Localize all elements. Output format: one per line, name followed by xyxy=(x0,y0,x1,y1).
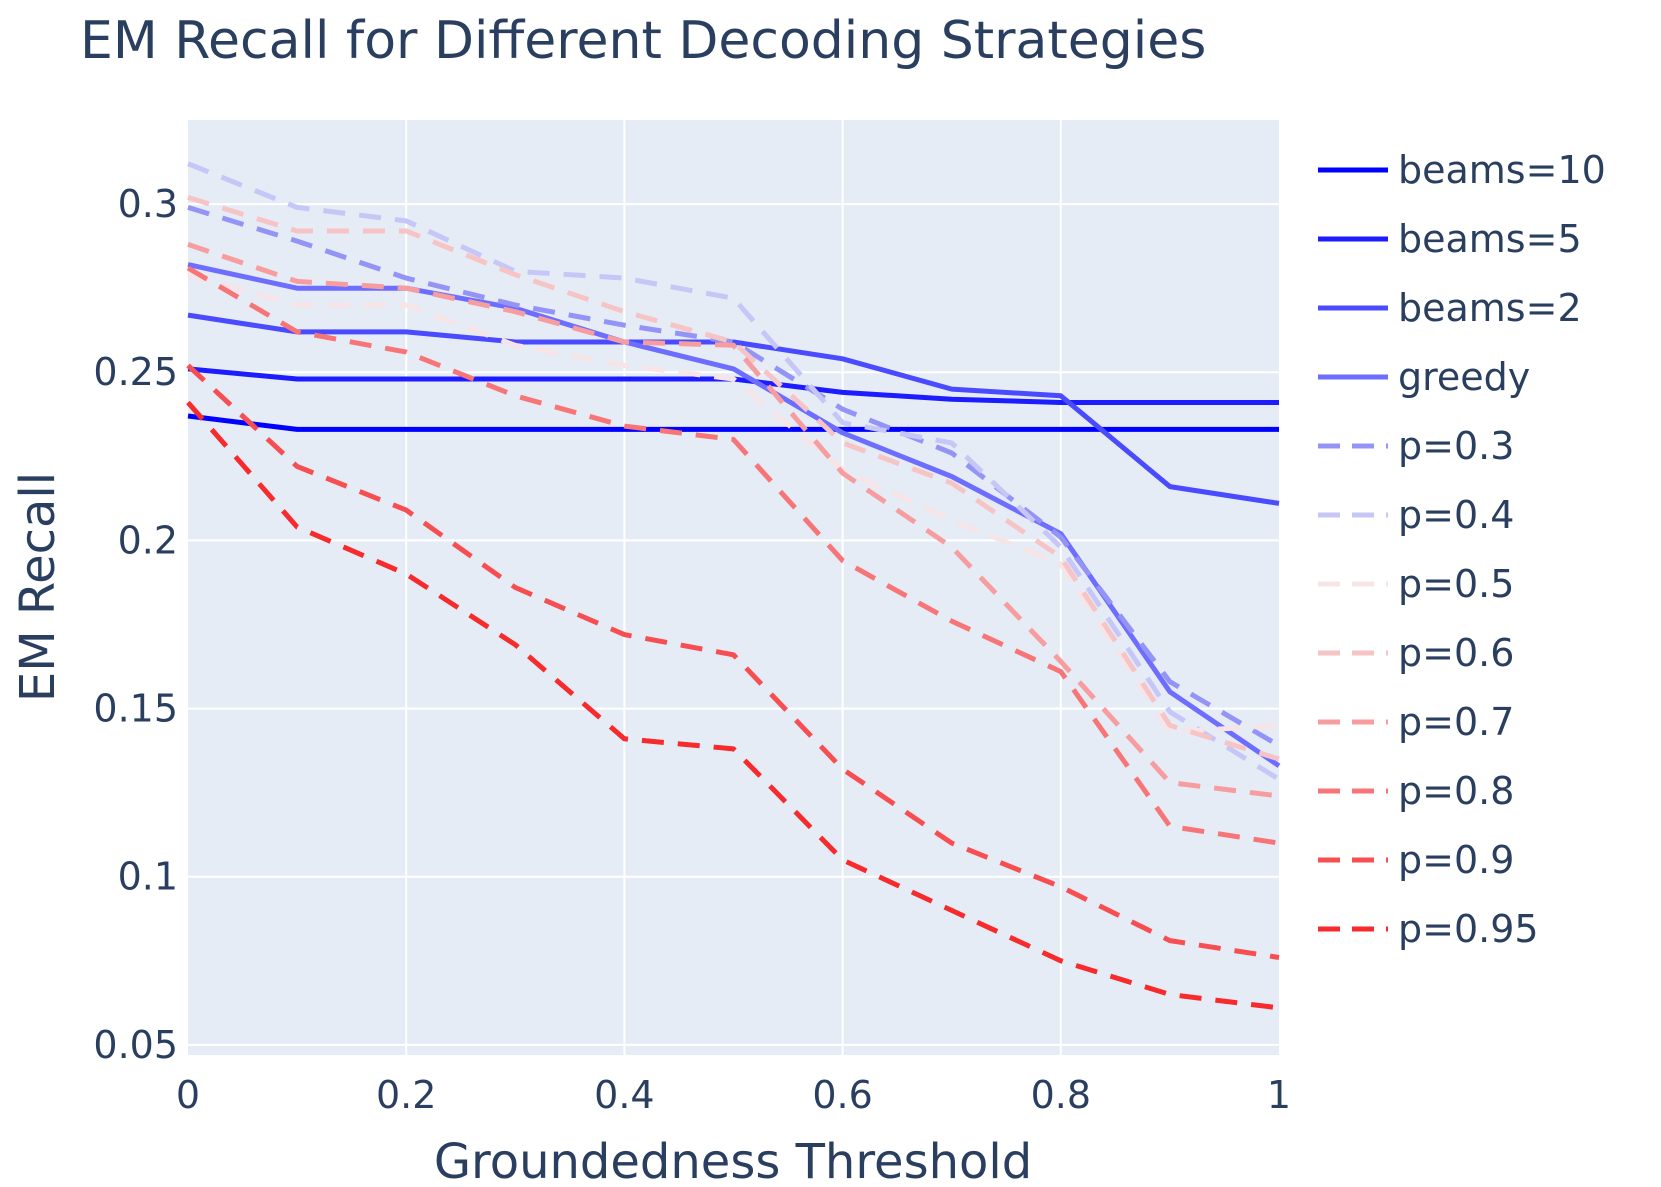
y-tick-label: 0.05 xyxy=(93,1023,178,1067)
legend-label: p=0.3 xyxy=(1398,424,1514,468)
series-line-p=0.3 xyxy=(187,205,1281,748)
x-tick-label: 1 xyxy=(1267,1073,1291,1117)
legend-label: beams=5 xyxy=(1398,217,1582,261)
legend-label: beams=10 xyxy=(1398,148,1606,192)
series-line-p=0.8 xyxy=(186,265,1280,846)
series-line-p=0.4 xyxy=(187,161,1281,782)
legend: beams=10 beams=5 beams=2 greedy p=0.3 p=0.4 p=… xyxy=(1318,148,1606,951)
x-axis-ticks: 0 0.2 0.4 0.6 0.8 1 xyxy=(176,1073,1291,1117)
y-tick-label: 0.3 xyxy=(118,182,178,226)
chart-title: EM Recall for Different Decoding Strateg… xyxy=(80,11,1206,71)
legend-label: p=0.8 xyxy=(1398,769,1514,813)
series-line-p=0.6 xyxy=(187,195,1280,762)
y-tick-label: 0.25 xyxy=(93,350,178,394)
y-tick-label: 0.2 xyxy=(118,518,178,562)
x-axis-title: Groundedness Threshold xyxy=(434,1134,1032,1187)
x-tick-label: 0.4 xyxy=(594,1073,654,1117)
x-tick-label: 0.2 xyxy=(376,1073,436,1117)
legend-label: p=0.5 xyxy=(1398,562,1514,606)
series-line-p=0.95 xyxy=(186,400,1280,1011)
y-axis-title: EM Recall xyxy=(10,472,66,702)
series-line-p=0.9 xyxy=(186,363,1280,960)
series-line-p=0.5 xyxy=(187,272,1280,735)
series-line-beams=2 xyxy=(187,312,1280,506)
series-lines xyxy=(186,161,1281,1011)
legend-label: p=0.7 xyxy=(1398,700,1514,744)
x-tick-label: 0 xyxy=(176,1073,200,1117)
legend-label: p=0.95 xyxy=(1398,907,1539,951)
x-tick-label: 0.8 xyxy=(1031,1073,1091,1117)
y-tick-label: 0.1 xyxy=(118,855,178,899)
y-tick-label: 0.15 xyxy=(93,687,178,731)
legend-label: greedy xyxy=(1398,355,1530,399)
legend-label: p=0.9 xyxy=(1398,838,1514,882)
x-tick-label: 0.6 xyxy=(812,1073,872,1117)
legend-label: p=0.6 xyxy=(1398,631,1514,675)
grid xyxy=(188,120,1279,1055)
series-line-beams=10 xyxy=(187,413,1279,432)
legend-label: p=0.4 xyxy=(1398,493,1514,537)
series-line-p=0.7 xyxy=(187,242,1280,799)
legend-label: beams=2 xyxy=(1398,286,1582,330)
y-axis-ticks: 0.05 0.1 0.15 0.2 0.25 0.3 xyxy=(93,182,178,1067)
